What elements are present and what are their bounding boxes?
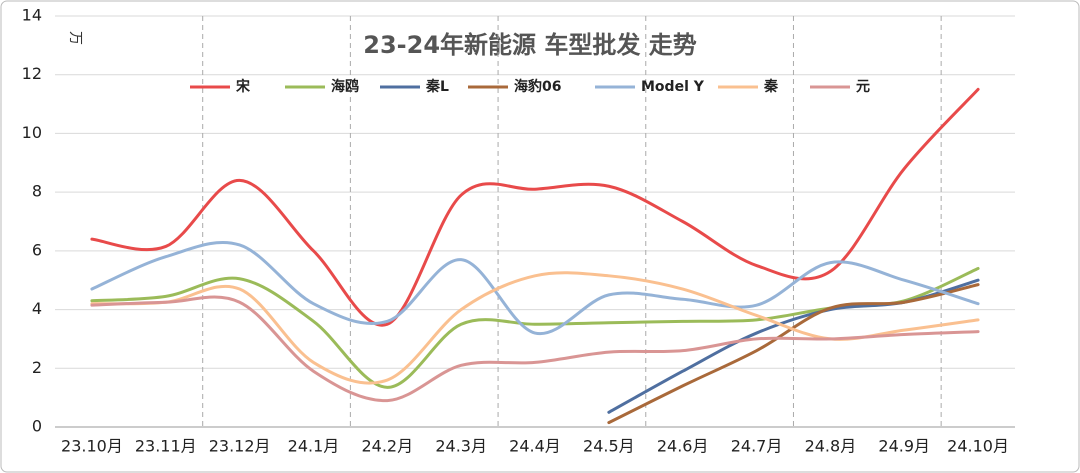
- y-tick-label: 8: [32, 182, 42, 201]
- y-axis-label: 万: [67, 31, 83, 45]
- series-line: [607, 283, 980, 425]
- legend-label: 海鸥: [331, 78, 359, 95]
- x-tick-label: 24.10月: [947, 437, 1009, 456]
- y-tick-label: 6: [32, 240, 42, 259]
- y-tick-label: 14: [22, 6, 42, 25]
- x-tick-label: 24.7月: [731, 437, 783, 456]
- legend-label: 元: [856, 79, 870, 95]
- y-tick-label: 0: [32, 417, 42, 436]
- x-tick-label: 24.2月: [361, 437, 413, 456]
- legend-label: 秦: [763, 78, 779, 95]
- legend-label: 秦L: [425, 78, 449, 95]
- x-tick-label: 23.12月: [209, 437, 271, 456]
- legend-label: Model Y: [641, 79, 705, 95]
- series-line: [90, 295, 980, 403]
- legend-label: 海豹06: [514, 78, 561, 95]
- x-tick-label: 24.8月: [805, 437, 857, 456]
- series-line: [90, 87, 980, 327]
- series-line: [90, 240, 980, 336]
- y-tick-label: 4: [32, 299, 42, 318]
- x-tick-label: 23.11月: [135, 437, 197, 456]
- x-tick-label: 24.1月: [288, 437, 340, 456]
- y-tick-label: 12: [22, 64, 42, 83]
- x-tick-label: 24.9月: [878, 437, 930, 456]
- x-tick-label: 23.10月: [61, 437, 123, 456]
- x-tick-label: 24.4月: [509, 437, 561, 456]
- chart-title: 23-24年新能源 车型批发 走势: [363, 31, 696, 59]
- x-tick-label: 24.6月: [657, 437, 709, 456]
- y-tick-label: 10: [22, 123, 42, 142]
- x-tick-label: 24.5月: [583, 437, 635, 456]
- legend-label: 宋: [235, 78, 251, 95]
- y-tick-label: 2: [32, 358, 42, 377]
- x-tick-label: 24.3月: [435, 437, 487, 456]
